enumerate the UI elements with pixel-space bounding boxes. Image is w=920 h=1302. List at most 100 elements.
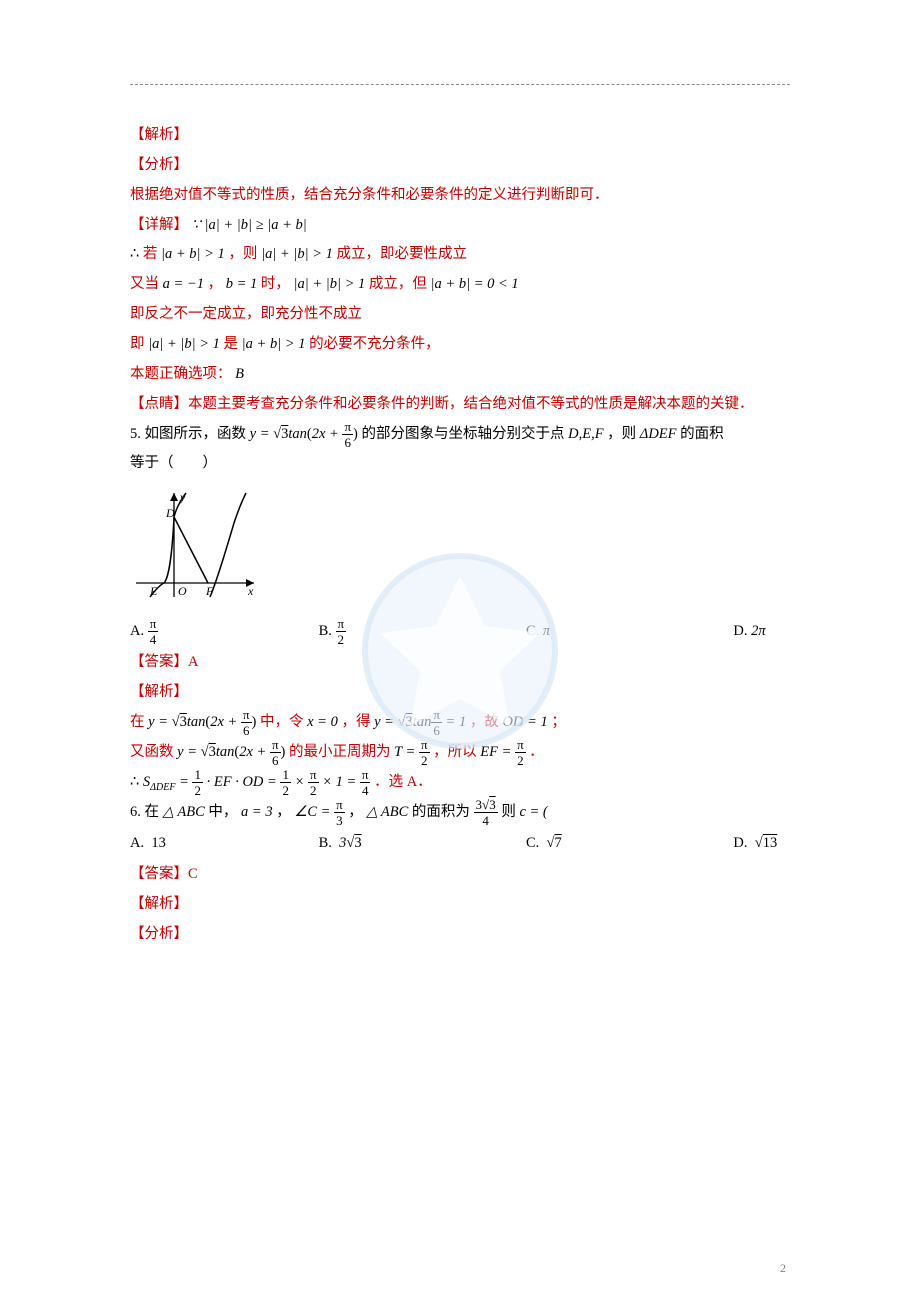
q5-opt-c: C. π [526,616,733,648]
q5s1-so: ，故 [470,714,499,730]
q5-c-val: π [543,623,550,639]
l2-therefore: ∴ [130,246,139,262]
label-daan-1: 【答案】 [130,654,188,670]
l2-m1: |a + b| > 1 [161,246,225,262]
svg-text:F: F [205,584,214,598]
q6-answer: 【答案】C [130,860,790,890]
q5-a-den: 4 [148,632,159,646]
l2-r3: 成立，即必要性成立 [336,246,467,262]
intro-line: 根据绝对值不等式的性质，结合充分条件和必要条件的定义进行判断即可． [130,181,790,211]
l3-r2: ， [208,276,223,292]
detail-line-3: 又当 a = −1 ， b = 1 时， |a| + |b| > 1 成立，但 … [130,270,790,300]
l3-m3: |a| + |b| > 1 [294,276,366,292]
q5s1-eq: y = √3tanπ6 = 1 [374,714,466,730]
dianjing-line: 【点睛】本题主要考查充分条件和必要条件的判断，结合绝对值不等式的性质是解决本题的… [130,390,790,420]
q6-area-pre: 的面积为 [412,804,470,820]
q6-opt-d: D. √13 [733,828,790,860]
detail-line-1: 【详解】 ∵ |a| + |b| ≥ |a + b| [130,211,790,241]
q6-area: 3√34 [474,804,498,820]
q6-opt-c: C. √7 [526,828,733,860]
q5-a-label: A. [130,623,144,639]
q6-options: A. 13 B. 3√3 C. √7 D. √13 [130,828,790,860]
q6-c-eq: c = ( [519,804,547,820]
label-jiexi-1: 【解析】 [130,121,790,151]
l3-m1: a = −1 [163,276,204,292]
svg-text:D: D [165,506,175,520]
label-jiexi-3: 【解析】 [130,890,790,920]
q5-b-label: B. [319,623,332,639]
q5-pre: 5. 如图所示，函数 [130,426,246,442]
q5-d-val: 2π [751,623,766,639]
l5-pre: 即 [130,336,145,352]
q6-d-label: D. [733,835,747,851]
label-dianjing: 【点睛】 [130,396,188,412]
q6-mid2: ， [276,804,291,820]
q5-ans-val: A [188,654,198,670]
q5s2-dot: ． [529,744,544,760]
q5-a-num: π [148,617,159,632]
q5-d-label: D. [733,623,747,639]
q5-c-label: C. [526,623,539,639]
detail-ineq: |a| + |b| ≥ |a + b| [204,217,306,233]
q5-def: D,E,F [568,426,603,442]
q6-angC: ∠C = π3 [294,804,344,820]
q5-options: A. π4 B. π2 C. π D. 2π [130,616,790,648]
q5-figure: y D E O F x [130,487,790,612]
q5-opt-b: B. π2 [319,616,526,648]
l3-m2: b = 1 [226,276,258,292]
l6-pre: 本题正确选项： [130,366,232,382]
q5s1-x0: x = 0 [307,714,338,730]
q5-opt-d: D. 2π [733,616,790,648]
detail-line-2: ∴ 若 |a + b| > 1 ，则 |a| + |b| > 1 成立，即必要性… [130,240,790,270]
l3-m4: |a + b| = 0 < 1 [431,276,519,292]
q5s1-func: y = √3tan(2x + π6) [148,714,256,730]
q5s2-mid: 的最小正周期为 [289,744,391,760]
q5s1-od: OD = 1 [502,714,547,730]
top-rule [130,84,790,85]
q6-pre: 6. 在 [130,804,159,820]
l2-m2: |a| + |b| > 1 [261,246,333,262]
q5-stem-line1: 5. 如图所示，函数 y = √3tan(2x + π6) 的部分图象与坐标轴分… [130,420,790,450]
q6-a-label: A. [130,835,144,851]
detail-line-4: 即反之不一定成立，即充分性不成立 [130,300,790,330]
l3-r1: 又当 [130,276,159,292]
l2-r1: 若 [143,246,158,262]
page: 【解析】 【分析】 根据绝对值不等式的性质，结合充分条件和必要条件的定义进行判断… [0,0,920,1302]
q6-b-val: 3√3 [336,835,362,851]
dianjing-text: 本题主要考查充分条件和必要条件的判断，结合绝对值不等式的性质是解决本题的关键． [188,396,754,412]
label-fenxi-1: 【分析】 [130,151,790,181]
q6-mid1: 中， [208,804,237,820]
label-fenxi-2: 【分析】 [130,920,790,950]
l5-m1: |a| + |b| > 1 [148,336,220,352]
q5-b-num: π [336,617,347,632]
q5-tri: ΔDEF [640,426,677,442]
q5-sol-l3: ∴ SΔDEF = 12 · EF · OD = 12 × π2 × 1 = π… [130,768,790,798]
detail-line-6: 本题正确选项： B [130,360,790,390]
l5-r2: 的必要不充分条件， [309,336,440,352]
q5-sol-l1: 在 y = √3tan(2x + π6) 中，令 x = 0 ，得 y = √3… [130,708,790,738]
q5s1-get: ，得 [341,714,370,730]
q6-c-val: √7 [543,835,562,851]
l6-ans: B [235,366,244,382]
l3-r3: 时， [261,276,290,292]
l5-m2: |a + b| > 1 [242,336,306,352]
q5-mid2: ，则 [607,426,636,442]
q6-ans-val: C [188,866,198,882]
svg-text:O: O [178,584,187,598]
q6-a3: a = 3 [241,804,273,820]
q6-then: 则 [501,804,516,820]
q5s1-mid: 中，令 [260,714,304,730]
page-number: 2 [780,1261,786,1276]
q5s2-T: T = π2 [394,744,429,760]
q5s2-pre: 又函数 [130,744,174,760]
l2-r2: ，则 [228,246,257,262]
q5-func: y = √3tan(2x + π6) [250,426,358,442]
svg-text:x: x [247,584,254,598]
label-jiexi-2: 【解析】 [130,678,790,708]
q6-tri2: △ ABC [366,804,408,820]
q5-stem-line2: 等于（ ） [130,449,790,479]
q6-d-val: √13 [751,835,777,851]
label-xiangjie: 【详解】 [130,217,188,233]
q5s2-so: ，所以 [433,744,477,760]
detail-because: ∵ [192,217,201,233]
